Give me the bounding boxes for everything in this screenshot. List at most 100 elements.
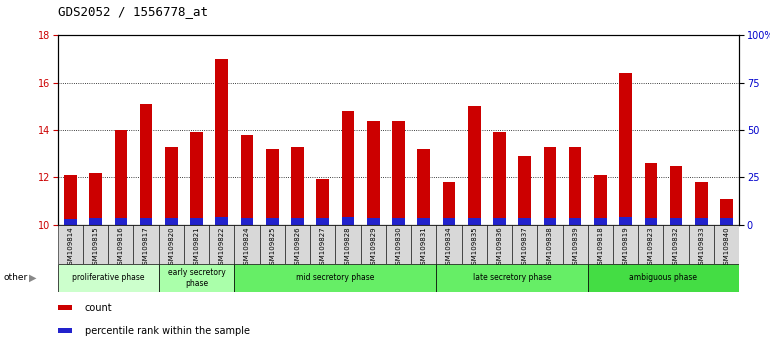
Bar [594,175,607,225]
Text: early secretory
phase: early secretory phase [168,268,226,287]
Bar [487,225,512,264]
Bar [360,225,386,264]
Bar [115,218,127,225]
Bar [588,264,739,292]
Text: GSM109824: GSM109824 [244,227,250,269]
Text: proliferative phase: proliferative phase [72,273,145,282]
Text: GSM109825: GSM109825 [270,227,276,269]
Bar [417,149,430,225]
Bar [563,225,588,264]
Bar [619,73,632,225]
Bar [670,166,682,225]
Bar [512,225,537,264]
Bar [644,163,657,225]
Text: GSM109815: GSM109815 [92,227,99,269]
Bar [291,218,304,225]
Bar [461,225,487,264]
Bar [392,121,405,225]
Bar [367,218,380,225]
Text: ▶: ▶ [29,273,37,283]
Bar [216,217,228,225]
Text: GSM109832: GSM109832 [673,227,679,269]
Bar [518,156,531,225]
Bar [241,135,253,225]
Text: GSM109838: GSM109838 [547,227,553,269]
Text: GSM109819: GSM109819 [623,227,628,269]
Bar [544,218,556,225]
Bar [64,175,77,225]
Bar [342,111,354,225]
Bar [720,218,733,225]
Bar [234,225,259,264]
Text: GSM109818: GSM109818 [598,227,604,269]
Bar [367,121,380,225]
Bar [588,225,613,264]
Bar [159,264,234,292]
Bar [58,225,83,264]
Text: GSM109829: GSM109829 [370,227,377,269]
Bar [58,264,159,292]
Text: GSM109835: GSM109835 [471,227,477,269]
Text: GSM109839: GSM109839 [572,227,578,269]
Bar [644,218,657,225]
Bar [310,225,336,264]
Text: GSM109830: GSM109830 [396,227,401,269]
Bar [89,173,102,225]
Bar [518,218,531,225]
Bar [468,107,480,225]
Bar [165,147,178,225]
Bar [190,132,203,225]
Bar [613,225,638,264]
Bar [544,147,556,225]
Bar [493,132,506,225]
Bar [342,217,354,225]
Text: late secretory phase: late secretory phase [473,273,551,282]
Bar [443,182,455,225]
Bar [619,217,632,225]
Bar [594,218,607,225]
Bar [140,104,152,225]
Bar [537,225,563,264]
Text: GSM109840: GSM109840 [724,227,730,269]
Text: GSM109831: GSM109831 [420,227,427,269]
Bar [133,225,159,264]
Text: GSM109817: GSM109817 [143,227,149,269]
Bar [670,218,682,225]
Text: count: count [85,303,112,313]
Bar [291,147,304,225]
Bar [285,225,310,264]
Bar [437,225,461,264]
Text: GSM109827: GSM109827 [320,227,326,269]
Text: mid secretory phase: mid secretory phase [296,273,374,282]
Bar [411,225,437,264]
Bar [184,225,209,264]
Text: GDS2052 / 1556778_at: GDS2052 / 1556778_at [58,5,208,18]
Bar [569,147,581,225]
Bar [695,182,708,225]
Bar [190,218,203,225]
Bar [241,218,253,225]
Bar [115,130,127,225]
Bar [336,225,360,264]
Bar [386,225,411,264]
Bar [417,218,430,225]
Bar [720,199,733,225]
Text: GSM109828: GSM109828 [345,227,351,269]
Text: GSM109837: GSM109837 [521,227,527,269]
Text: GSM109814: GSM109814 [67,227,73,269]
Bar [234,264,437,292]
Bar [165,218,178,225]
Bar [259,225,285,264]
Bar [266,218,279,225]
Bar [468,218,480,225]
Bar [89,218,102,225]
Text: other: other [4,273,28,282]
Text: GSM109816: GSM109816 [118,227,124,269]
Text: GSM109823: GSM109823 [648,227,654,269]
Bar [569,218,581,225]
Bar [714,225,739,264]
Bar [109,225,133,264]
Bar [443,218,455,225]
Bar [638,225,664,264]
Text: GSM109822: GSM109822 [219,227,225,269]
